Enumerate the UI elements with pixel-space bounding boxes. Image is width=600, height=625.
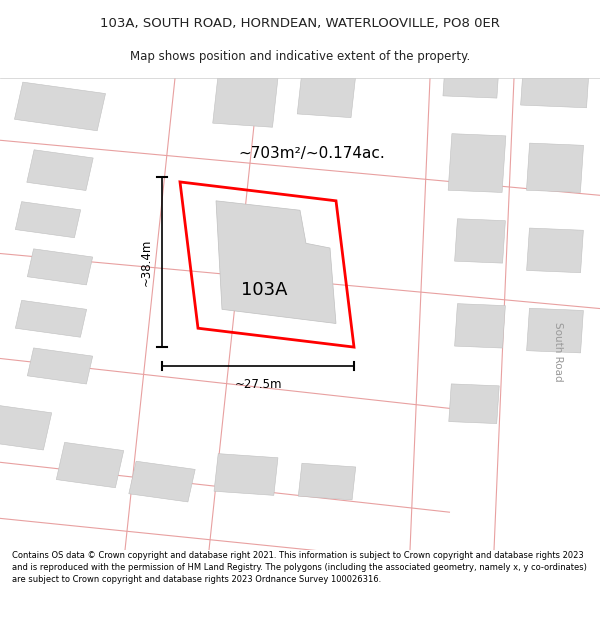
Polygon shape — [16, 202, 80, 238]
Polygon shape — [214, 454, 278, 496]
Polygon shape — [56, 442, 124, 488]
Text: ~27.5m: ~27.5m — [234, 378, 282, 391]
Polygon shape — [129, 461, 195, 502]
Polygon shape — [526, 143, 584, 192]
Polygon shape — [455, 219, 505, 263]
Polygon shape — [14, 82, 106, 131]
Text: 103A, SOUTH ROAD, HORNDEAN, WATERLOOVILLE, PO8 0ER: 103A, SOUTH ROAD, HORNDEAN, WATERLOOVILL… — [100, 17, 500, 30]
Polygon shape — [297, 62, 357, 118]
Text: 103A: 103A — [241, 281, 287, 299]
Text: Map shows position and indicative extent of the property.: Map shows position and indicative extent… — [130, 50, 470, 62]
Polygon shape — [213, 62, 279, 127]
Polygon shape — [521, 62, 589, 107]
Polygon shape — [216, 201, 336, 324]
Polygon shape — [448, 134, 506, 192]
Polygon shape — [527, 308, 583, 353]
Polygon shape — [0, 404, 52, 450]
Text: Contains OS data © Crown copyright and database right 2021. This information is : Contains OS data © Crown copyright and d… — [12, 551, 587, 584]
Polygon shape — [449, 384, 499, 424]
Text: ~703m²/~0.174ac.: ~703m²/~0.174ac. — [239, 146, 385, 161]
Polygon shape — [455, 304, 505, 348]
Polygon shape — [443, 63, 499, 98]
Text: ~38.4m: ~38.4m — [140, 239, 153, 286]
Polygon shape — [28, 348, 92, 384]
Text: South Road: South Road — [553, 322, 563, 382]
Polygon shape — [28, 249, 92, 285]
Polygon shape — [27, 150, 93, 191]
Polygon shape — [16, 301, 86, 338]
Polygon shape — [298, 463, 356, 500]
Polygon shape — [527, 228, 583, 272]
